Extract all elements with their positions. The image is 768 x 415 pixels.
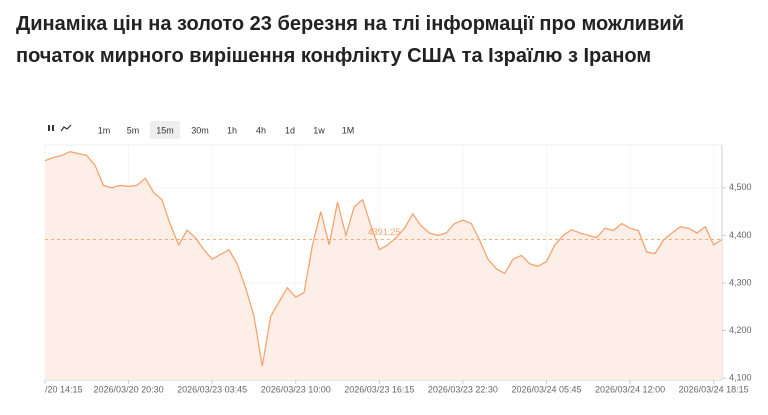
price-area [45, 151, 722, 380]
x-tick-label: 2026/03/24 18:15 [679, 384, 749, 394]
y-tick-label: 4,400 [729, 230, 752, 240]
y-tick-label: 4,100 [729, 372, 752, 382]
x-tick-label: 2026/03/23 16:15 [344, 384, 414, 394]
timeframe-button[interactable]: 1d [285, 125, 295, 135]
timeframe-button[interactable]: 15m [156, 125, 174, 135]
timeframe-button[interactable]: 1M [342, 125, 355, 135]
price-line [44, 151, 723, 367]
headline: Динаміка цін на золото 23 березня на тлі… [16, 8, 756, 72]
x-tick-label: 2026/03/24 12:00 [595, 384, 665, 394]
y-tick-label: 4,300 [729, 277, 752, 287]
timeframe-button[interactable]: 4h [256, 125, 266, 135]
timeframe-button[interactable]: 5m [127, 125, 140, 135]
timeframe-active-bg [150, 121, 180, 139]
y-tick-label: 4,500 [729, 182, 752, 192]
timeframe-button[interactable]: 1w [313, 125, 325, 135]
headline-line: Динаміка цін на золото 23 березня на тлі… [16, 13, 684, 35]
x-tick-label: 2026/03/23 10:00 [261, 384, 331, 394]
chart-type-icons [48, 124, 72, 132]
headline-line: початок мирного вирішення конфлікту США … [16, 45, 652, 67]
x-tick-label: 2026/03/24 05:45 [511, 384, 581, 394]
x-tick-label: 2026/03/20 20:30 [94, 384, 164, 394]
x-tick-label: 2026/03/23 22:30 [428, 384, 498, 394]
timeframe-button[interactable]: 1m [98, 125, 111, 135]
x-tick-label: 2026/03/23 03:45 [177, 384, 247, 394]
timeframe-button[interactable]: 30m [191, 125, 209, 135]
y-tick-label: 4,200 [729, 325, 752, 335]
current-price-label: 4391.25 [368, 227, 401, 237]
x-tick-label: /20 14:15 [45, 384, 83, 394]
timeframe-button[interactable]: 1h [227, 125, 237, 135]
